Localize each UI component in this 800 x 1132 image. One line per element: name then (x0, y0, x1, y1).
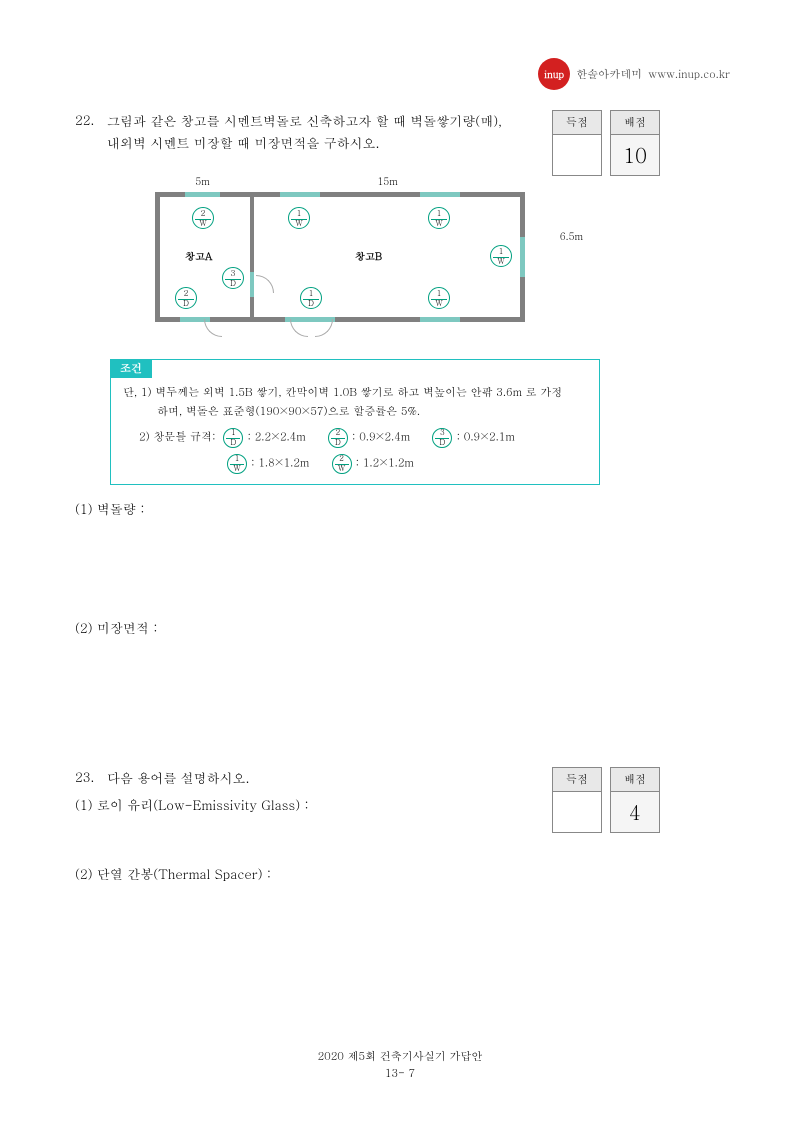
symbol-1w-top2: 1W (428, 207, 450, 229)
symbol-1w-right: 1W (490, 245, 512, 267)
floor-plan-diagram: 5m 15m 창고A 창고B 2W 1W 1W 2D 3D (135, 174, 545, 344)
score-box-max: 배점 10 (610, 110, 660, 176)
q22-number: 22. (75, 110, 97, 129)
spec-2d-icon: 2D (328, 428, 348, 448)
spec-1w: : 1.8×1.2m (251, 455, 309, 470)
q23-number: 23. (75, 767, 97, 786)
q23-score-earned: 득점 (552, 767, 602, 833)
opening-top-1 (185, 192, 220, 197)
opening-partition (250, 272, 254, 297)
spec-3d: : 0.9×2.1m (456, 429, 514, 444)
symbol-1d: 1D (300, 287, 322, 309)
opening-bot-3 (420, 317, 460, 322)
score-max-label: 배점 (611, 111, 659, 135)
symbol-1w-bot: 1W (428, 287, 450, 309)
symbol-3d: 3D (222, 267, 244, 289)
q23-score-max: 배점 4 (610, 767, 660, 833)
dim-5m: 5m (155, 174, 250, 188)
cond-line2: 2) 창문틀 규격: 1D : 2.2×2.4m 2D : 0.9×2.4m 3D:… (123, 428, 587, 448)
room-b-label: 창고B (355, 249, 382, 263)
room-a-label: 창고A (185, 249, 212, 263)
q23-score-max-value: 4 (611, 792, 659, 832)
cond-line2-prefix: 2) 창문틀 규격: (139, 429, 216, 444)
door-arc-partition (256, 275, 274, 293)
cond-line3: 1W : 1.8×1.2m 2W : 1.2×1.2m (123, 454, 587, 474)
q23-score-group: 득점 배점 4 (552, 767, 660, 833)
dim-top: 5m 15m (155, 174, 525, 188)
conditions-body: 단, 1) 벽두께는 외벽 1.5B 쌓기, 칸막이벽 1.0B 쌓기로 하고 … (111, 378, 599, 483)
cond-line1: 단, 1) 벽두께는 외벽 1.5B 쌓기, 칸막이벽 1.0B 쌓기로 하고 … (123, 384, 587, 403)
academy-url: www.inup.co.kr (648, 67, 730, 82)
spec-1d-icon: 1D (223, 428, 243, 448)
spec-2w-icon: 2W (332, 454, 352, 474)
q22-line1: 그림과 같은 창고를 시멘트벽돌로 신축하고자 할 때 벽돌쌓기량(매), (107, 111, 502, 130)
door-arc-2 (290, 319, 308, 337)
opening-top-3 (420, 192, 460, 197)
cond-line1b: 하며, 벽돌은 표준형(190×90×57)으로 할증률은 5%. (123, 403, 587, 422)
conditions-title: 조건 (110, 359, 152, 378)
score-max-value: 10 (611, 135, 659, 175)
plan-outline: 창고A 창고B 2W 1W 1W 2D 3D 1D 1W 1W (155, 192, 525, 322)
q23-sub2: (2) 단열 간봉(Thermal Spacer) : (75, 864, 725, 883)
q23-score-earned-label: 득점 (553, 768, 601, 792)
opening-right (520, 237, 525, 277)
spec-3d-icon: 3D (432, 428, 452, 448)
spec-2d: : 0.9×2.4m (352, 429, 410, 444)
q23-score-max-label: 배점 (611, 768, 659, 792)
q22-score-group: 득점 배점 10 (552, 110, 660, 176)
footer-line1: 2020 제5회 건축기사실기 가답안 (0, 1049, 800, 1066)
score-earned-value (553, 135, 601, 175)
spec-2w: : 1.2×1.2m (356, 455, 414, 470)
q22-sub1: (1) 벽돌량 : (75, 499, 725, 518)
conditions-box: 조건 단, 1) 벽두께는 외벽 1.5B 쌓기, 칸막이벽 1.0B 쌓기로 … (110, 359, 600, 484)
door-arc-3 (315, 319, 333, 337)
q23-score-earned-value (553, 792, 601, 832)
page-header: inup 한솔아카데미 www.inup.co.kr (538, 58, 730, 90)
score-earned-label: 득점 (553, 111, 601, 135)
spec-1w-icon: 1W (227, 454, 247, 474)
door-arc-1 (204, 319, 222, 337)
academy-name: 한솔아카데미 (576, 67, 642, 82)
symbol-2w-topleft: 2W (192, 207, 214, 229)
symbol-1w-top1: 1W (288, 207, 310, 229)
symbol-2d-bl: 2D (175, 287, 197, 309)
footer-line2: 13- 7 (0, 1066, 800, 1083)
dim-15m: 15m (250, 174, 525, 188)
inup-logo: inup (538, 58, 570, 90)
score-box-earned: 득점 (552, 110, 602, 176)
opening-top-2 (280, 192, 320, 197)
partition-wall (250, 197, 254, 317)
q22-line2: 내외벽 시멘트 미장할 때 미장면적을 구하시오. (107, 133, 379, 152)
page-footer: 2020 제5회 건축기사실기 가답안 13- 7 (0, 1049, 800, 1082)
q22-sub2: (2) 미장면적 : (75, 618, 725, 637)
dim-height: 6.5m (560, 229, 583, 243)
spec-1d: : 2.2×2.4m (247, 429, 305, 444)
